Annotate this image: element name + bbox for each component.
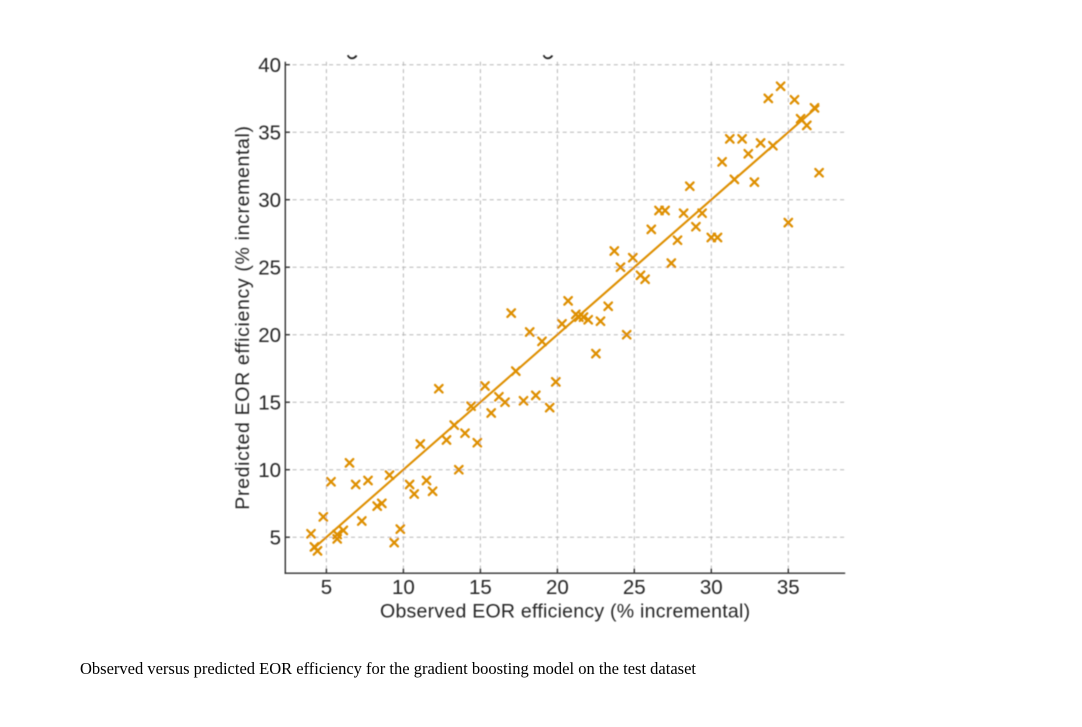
- svg-text:10: 10: [258, 459, 281, 482]
- svg-text:20: 20: [546, 576, 569, 599]
- svg-text:35: 35: [258, 122, 281, 145]
- svg-text:30: 30: [258, 189, 281, 212]
- svg-text:25: 25: [258, 257, 281, 280]
- svg-text:5: 5: [270, 527, 281, 550]
- svg-text:25: 25: [623, 576, 646, 599]
- svg-text:20: 20: [258, 324, 281, 347]
- svg-text:Predicted EOR efficiency (% in: Predicted EOR efficiency (% incremental): [232, 125, 254, 509]
- svg-text:5: 5: [321, 576, 332, 599]
- svg-text:40: 40: [258, 54, 281, 77]
- svg-text:30: 30: [700, 576, 723, 599]
- svg-text:15: 15: [469, 576, 492, 599]
- svg-text:35: 35: [777, 576, 800, 599]
- svg-text:15: 15: [258, 392, 281, 415]
- svg-text:10: 10: [392, 576, 415, 599]
- svg-text:Observed EOR efficiency (% inc: Observed EOR efficiency (% incremental): [380, 601, 750, 623]
